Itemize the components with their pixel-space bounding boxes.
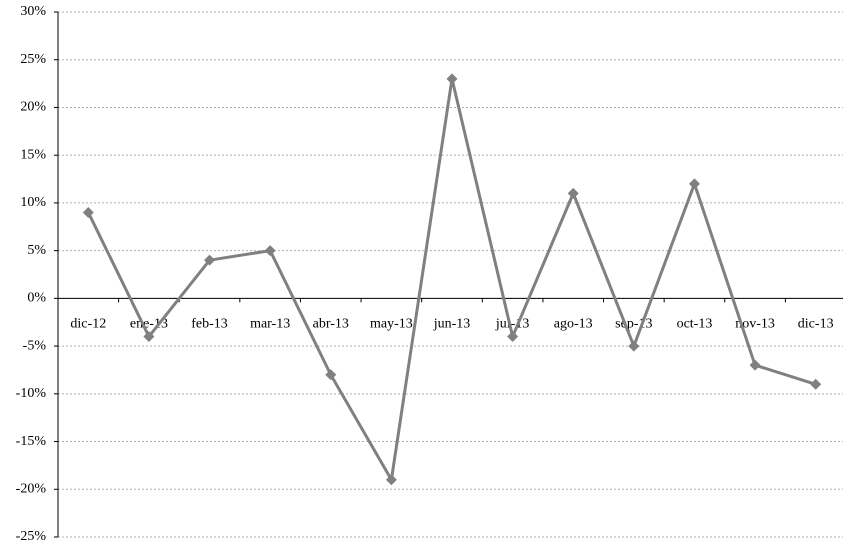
x-tick-label: feb-13 [191, 317, 228, 332]
data-point [688, 178, 700, 190]
data-point [325, 369, 337, 381]
x-tick-label: oct-13 [677, 317, 713, 332]
y-tick-label: -5% [23, 338, 47, 353]
data-point [567, 187, 579, 199]
data-point [507, 331, 519, 343]
y-tick-label: 10% [20, 195, 46, 210]
data-point [385, 474, 397, 486]
y-tick-label: 30% [20, 4, 46, 19]
x-tick-label: jun-13 [433, 317, 471, 332]
y-tick-label: -15% [16, 434, 47, 449]
x-tick-label: sep-13 [615, 317, 652, 332]
data-point [810, 378, 822, 390]
y-tick-label: -10% [16, 386, 47, 401]
data-line [86, 77, 817, 482]
data-point [204, 254, 216, 266]
y-tick-label: -20% [16, 481, 47, 496]
x-tick-label: dic-12 [70, 317, 106, 332]
y-tick-label: 0% [27, 291, 46, 306]
x-tick-label: dic-13 [798, 317, 834, 332]
y-tick-label: 5% [27, 243, 46, 258]
x-tick-label: mar-13 [250, 317, 290, 332]
x-tick-label: may-13 [370, 317, 413, 332]
data-point [143, 331, 155, 343]
y-tick-label: 20% [20, 100, 46, 115]
x-tick-label: ago-13 [554, 317, 593, 332]
y-tick-label: -25% [16, 529, 47, 544]
y-tick-label: 25% [20, 52, 46, 67]
data-point [749, 359, 761, 371]
data-point [446, 73, 458, 85]
data-point [264, 245, 276, 257]
x-tick-label: abr-13 [313, 317, 349, 332]
data-point [628, 340, 640, 352]
y-tick-label: 15% [20, 147, 46, 162]
x-tick-label: nov-13 [735, 317, 775, 332]
data-point [82, 206, 94, 218]
